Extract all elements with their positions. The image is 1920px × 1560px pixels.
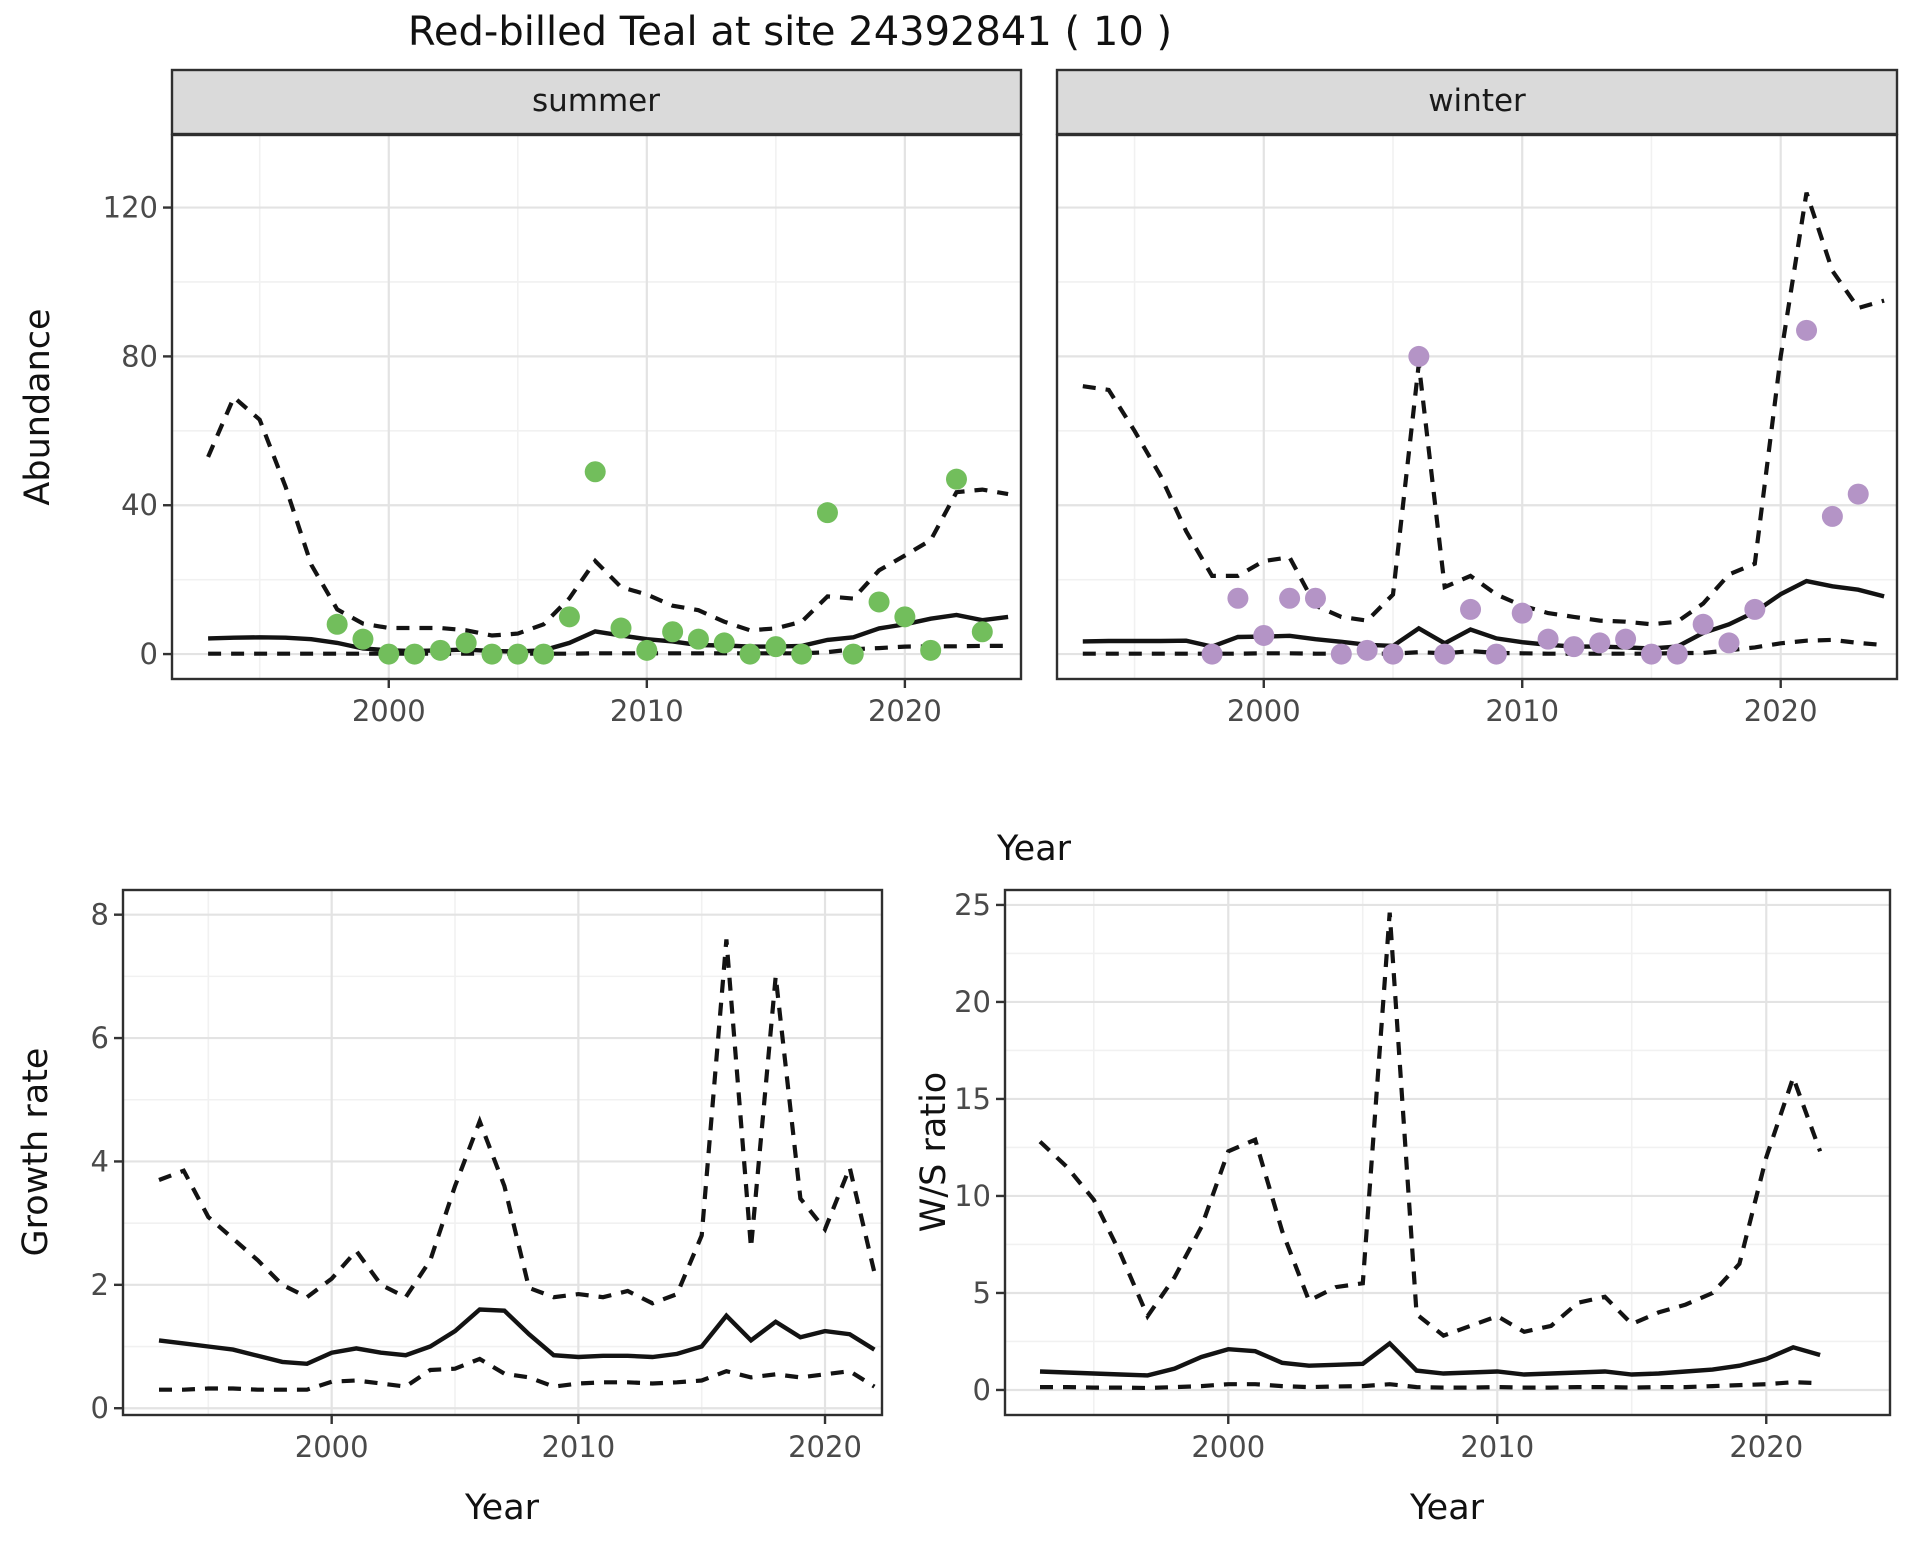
svg-text:2010: 2010: [1460, 1430, 1534, 1464]
svg-text:25: 25: [954, 888, 991, 922]
x-axis-title-year-bottom-right: Year: [1409, 1488, 1485, 1528]
svg-text:2000: 2000: [352, 694, 426, 728]
svg-text:0: 0: [91, 1391, 109, 1425]
svg-text:2010: 2010: [541, 1430, 615, 1464]
svg-text:2010: 2010: [1485, 694, 1559, 728]
y-axis-title-abundance: Abundance: [18, 308, 58, 506]
facet-strip-winter: winter: [1428, 83, 1526, 119]
svg-text:2000: 2000: [1191, 1430, 1265, 1464]
svg-text:2020: 2020: [868, 694, 942, 728]
svg-text:20: 20: [954, 985, 991, 1019]
svg-text:2: 2: [91, 1268, 109, 1302]
svg-text:5: 5: [973, 1276, 991, 1310]
svg-text:2010: 2010: [610, 694, 684, 728]
figure-title: Red-billed Teal at site 24392841 ( 10 ): [407, 9, 1173, 55]
svg-text:6: 6: [91, 1021, 109, 1055]
svg-text:0: 0: [140, 637, 158, 671]
svg-text:2020: 2020: [1744, 694, 1818, 728]
facet-strip-summer: summer: [531, 83, 661, 119]
svg-text:0: 0: [973, 1373, 991, 1407]
svg-text:80: 80: [121, 339, 158, 373]
x-axis-title-year-top: Year: [996, 829, 1072, 869]
y-axis-title-growth-rate: Growth rate: [16, 1047, 56, 1257]
svg-text:15: 15: [954, 1082, 991, 1116]
x-axis-title-year-bottom-left: Year: [464, 1488, 540, 1528]
svg-text:2000: 2000: [295, 1430, 369, 1464]
svg-text:2020: 2020: [1729, 1430, 1803, 1464]
svg-text:4: 4: [91, 1144, 109, 1178]
svg-text:8: 8: [91, 898, 109, 932]
svg-text:40: 40: [121, 488, 158, 522]
y-axis-title-ws-ratio: W/S ratio: [914, 1071, 954, 1233]
svg-text:10: 10: [954, 1179, 991, 1213]
svg-text:120: 120: [103, 191, 158, 225]
svg-text:2020: 2020: [788, 1430, 862, 1464]
svg-text:2000: 2000: [1227, 694, 1301, 728]
